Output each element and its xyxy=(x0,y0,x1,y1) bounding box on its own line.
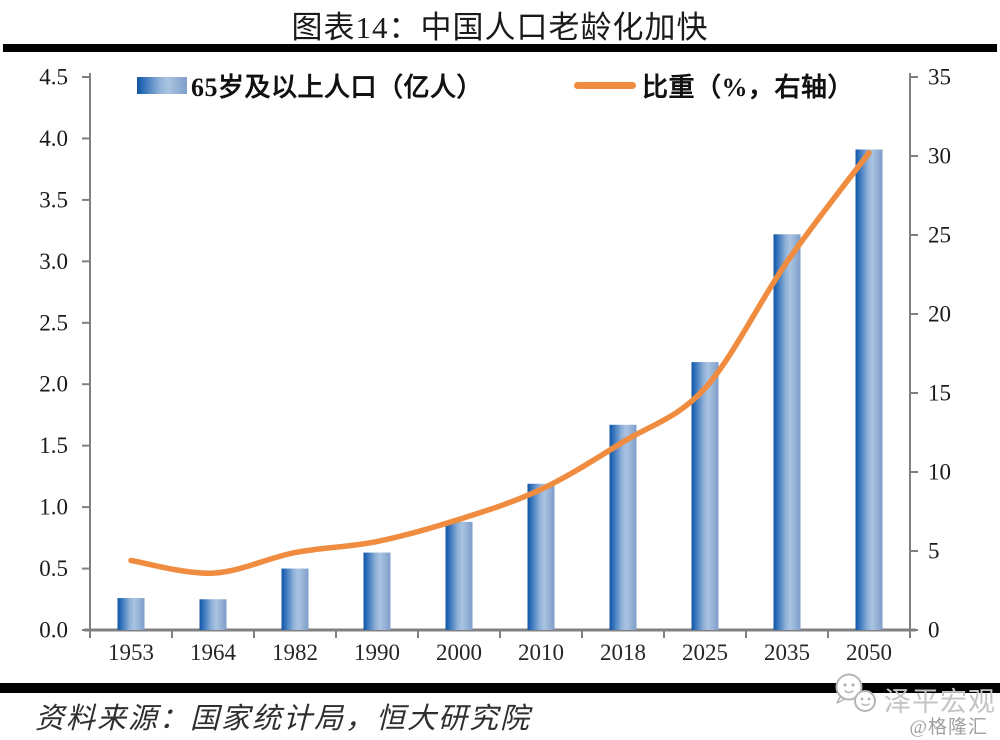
watermark: 泽平宏观 xyxy=(832,672,996,719)
x-axis-label-1982: 1982 xyxy=(272,640,318,665)
x-axis-label-2025: 2025 xyxy=(682,640,728,665)
left-axis-label-0.0: 0.0 xyxy=(39,618,68,643)
left-axis-label-3.5: 3.5 xyxy=(39,187,68,212)
x-axis-label-2010: 2010 xyxy=(518,640,564,665)
bar-1953 xyxy=(117,598,145,630)
source-note: 资料来源：国家统计局，恒大研究院 xyxy=(35,703,532,735)
title-divider xyxy=(3,44,997,52)
x-axis-label-2035: 2035 xyxy=(764,640,810,665)
credit-handle: @格隆汇 xyxy=(909,717,988,738)
share-line xyxy=(128,150,872,576)
footer-divider xyxy=(0,683,1000,693)
right-axis-label-5: 5 xyxy=(928,539,940,564)
x-axis-label-1964: 1964 xyxy=(190,640,237,665)
bar-1990 xyxy=(363,552,391,630)
chat-bubbles-face-icon xyxy=(835,673,876,712)
x-axis-label-1990: 1990 xyxy=(354,640,400,665)
left-axis-label-1.0: 1.0 xyxy=(39,495,68,520)
right-axis-label-35: 35 xyxy=(928,65,951,90)
right-axis-label-25: 25 xyxy=(928,223,951,248)
right-axis-label-30: 30 xyxy=(928,144,951,169)
combo-chart: 0.00.51.01.52.02.53.03.54.04.50510152025… xyxy=(39,65,951,666)
page-title: 图表14：中国人口老龄化加快 xyxy=(291,10,709,45)
legend-item-share: 比重（%，右轴） xyxy=(574,70,854,102)
bar-2050 xyxy=(855,149,883,630)
bar-1982 xyxy=(281,568,309,630)
x-axis-label-2018: 2018 xyxy=(600,640,646,665)
right-axis-label-15: 15 xyxy=(928,381,951,406)
right-axis-label-10: 10 xyxy=(928,460,951,485)
bar-2018 xyxy=(609,424,637,630)
x-axis-label-2000: 2000 xyxy=(436,640,482,665)
x-axis-label-2050: 2050 xyxy=(846,640,892,665)
bar-2025 xyxy=(691,362,719,630)
bar-2035 xyxy=(773,234,801,630)
watermark-text: 泽平宏观 xyxy=(884,687,996,717)
left-axis-label-4.5: 4.5 xyxy=(39,65,68,90)
left-axis-label-1.5: 1.5 xyxy=(39,433,68,458)
left-axis-label-3.0: 3.0 xyxy=(39,249,68,274)
bar-1964 xyxy=(199,599,227,630)
legend-label-population: 65岁及以上人口（亿人） xyxy=(191,72,484,102)
line-series-swatch-icon xyxy=(574,81,636,89)
left-axis-label-0.5: 0.5 xyxy=(39,556,68,581)
left-axis-label-2.0: 2.0 xyxy=(39,372,68,397)
bar-series-swatch-icon xyxy=(137,76,187,94)
right-axis-label-20: 20 xyxy=(928,302,951,327)
legend-label-share: 比重（%，右轴） xyxy=(642,72,855,102)
left-axis-label-2.5: 2.5 xyxy=(39,310,68,335)
left-axis-label-4.0: 4.0 xyxy=(39,126,68,151)
legend-item-population: 65岁及以上人口（亿人） xyxy=(137,70,483,102)
right-axis-label-0: 0 xyxy=(928,618,940,643)
bar-2000 xyxy=(445,521,473,630)
x-axis-label-1953: 1953 xyxy=(108,640,154,665)
bar-2010 xyxy=(527,483,555,630)
